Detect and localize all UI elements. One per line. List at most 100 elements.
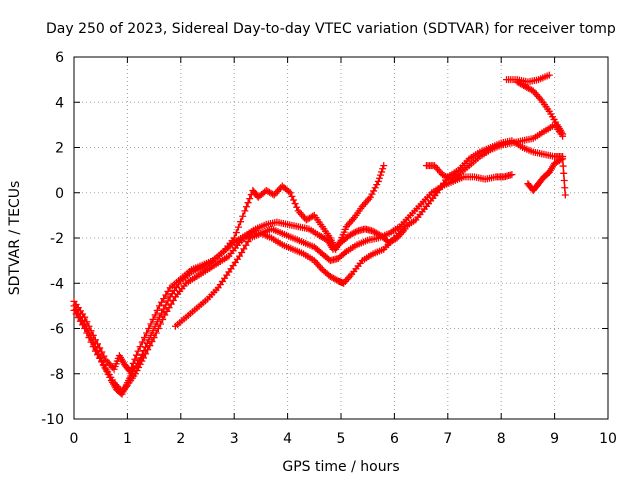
- data-point: [131, 370, 139, 378]
- data-point: [98, 348, 106, 356]
- y-tick-label: 0: [55, 186, 64, 202]
- data-point: [144, 346, 152, 354]
- data-point: [244, 238, 252, 246]
- series-8: [524, 155, 569, 199]
- data-point: [545, 71, 553, 79]
- data-point: [378, 168, 386, 176]
- data-point: [83, 329, 91, 337]
- data-point: [152, 329, 160, 337]
- data-point: [96, 344, 104, 352]
- data-point: [373, 181, 381, 189]
- data-point: [232, 229, 240, 237]
- y-tick-label: -10: [41, 412, 64, 428]
- data-point: [380, 162, 388, 170]
- y-tick-label: -2: [50, 231, 64, 247]
- data-point: [375, 174, 383, 182]
- data-point: [155, 302, 163, 310]
- y-tick-label: 4: [55, 95, 64, 111]
- data-point: [379, 165, 387, 173]
- y-tick-label: 2: [55, 141, 64, 157]
- data-point: [560, 169, 568, 177]
- x-tick-label: 6: [390, 431, 399, 447]
- data-point: [72, 310, 80, 318]
- data-point: [289, 196, 297, 204]
- data-point: [157, 320, 165, 328]
- data-point: [154, 325, 162, 332]
- series-layer: [70, 71, 569, 398]
- series-4: [171, 171, 516, 330]
- data-point: [453, 172, 461, 180]
- data-point: [85, 322, 93, 330]
- y-tick-label: -4: [50, 276, 64, 292]
- data-point: [83, 318, 91, 326]
- data-point: [559, 130, 567, 138]
- data-point: [238, 248, 246, 256]
- data-point: [134, 347, 142, 355]
- data-point: [169, 296, 177, 304]
- data-point: [269, 190, 277, 198]
- data-point: [242, 203, 250, 211]
- x-axis-label: GPS time / hours: [282, 459, 399, 475]
- data-point: [370, 187, 378, 195]
- data-point: [241, 207, 249, 215]
- data-point: [132, 351, 140, 359]
- data-point: [98, 358, 106, 366]
- data-point: [139, 354, 147, 362]
- data-point: [129, 359, 137, 367]
- x-tick-label: 7: [443, 431, 452, 447]
- data-point: [147, 320, 155, 328]
- data-point: [508, 171, 516, 179]
- data-point: [557, 156, 565, 164]
- data-point: [561, 184, 569, 192]
- data-point: [87, 327, 95, 335]
- data-point: [138, 357, 146, 365]
- data-point: [371, 184, 379, 192]
- data-point: [146, 342, 154, 350]
- data-point: [133, 367, 141, 375]
- data-point: [150, 334, 158, 342]
- data-point: [142, 350, 150, 358]
- data-point: [131, 355, 139, 363]
- data-point: [366, 193, 374, 201]
- data-point: [236, 252, 244, 260]
- chart-title: Day 250 of 2023, Sidereal Day-to-day VTE…: [46, 21, 616, 37]
- data-point: [240, 245, 248, 253]
- data-point: [87, 338, 95, 346]
- series-2: [70, 218, 409, 375]
- data-point: [165, 304, 173, 312]
- data-point: [351, 228, 359, 236]
- data-point: [138, 338, 146, 346]
- x-tick-label: 8: [497, 431, 506, 447]
- data-point: [560, 177, 568, 185]
- data-point: [377, 171, 385, 179]
- data-point: [145, 325, 153, 332]
- y-tick-label: -8: [50, 367, 64, 383]
- data-point: [374, 177, 382, 185]
- x-tick-label: 9: [550, 431, 559, 447]
- data-point: [160, 295, 168, 303]
- data-point: [91, 336, 99, 344]
- data-point: [89, 343, 97, 351]
- data-point: [93, 340, 101, 348]
- data-point: [76, 317, 84, 325]
- y-tick-label: -6: [50, 322, 64, 338]
- data-point: [140, 347, 148, 355]
- data-point: [293, 203, 301, 211]
- data-point: [164, 287, 172, 295]
- series-7: [513, 78, 567, 138]
- data-point: [135, 363, 143, 371]
- data-point: [161, 311, 169, 319]
- data-point: [149, 315, 157, 323]
- data-point: [285, 187, 293, 195]
- data-point: [70, 306, 78, 314]
- data-point: [151, 311, 159, 319]
- data-point: [559, 155, 567, 163]
- data-point: [143, 329, 151, 337]
- data-point: [159, 315, 167, 323]
- data-point: [140, 334, 148, 342]
- data-point: [93, 351, 101, 359]
- data-point: [100, 362, 108, 370]
- x-tick-label: 5: [337, 431, 346, 447]
- data-point: [153, 306, 161, 314]
- data-point: [136, 343, 144, 351]
